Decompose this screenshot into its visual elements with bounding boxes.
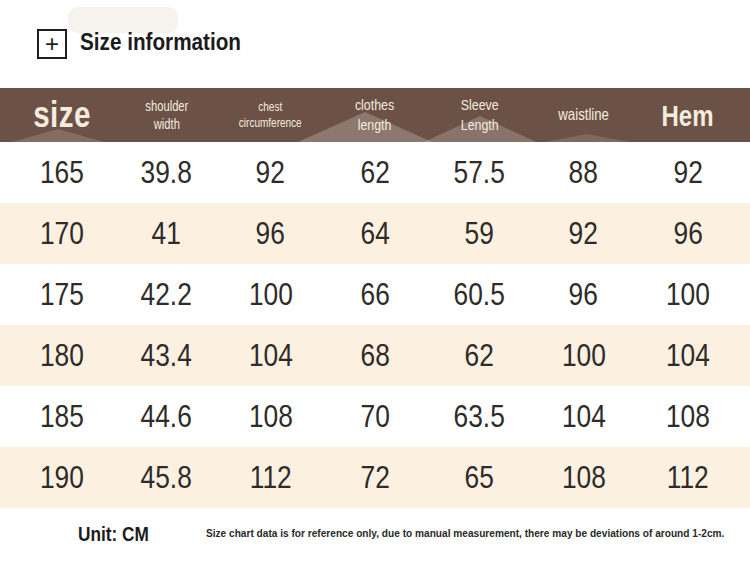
table-header-row: size shoulder width chest circumference … bbox=[0, 88, 750, 142]
table-cell: 100 bbox=[636, 277, 740, 313]
table-cell: 66 bbox=[323, 277, 427, 313]
table-cell: 108 bbox=[636, 399, 740, 435]
page-title: Size information bbox=[80, 29, 241, 56]
title-bar: + Size information bbox=[0, 0, 750, 88]
table-cell: 41 bbox=[114, 216, 218, 252]
column-header-chest-circumference: chest circumference bbox=[219, 88, 323, 142]
column-header-hem: Hem bbox=[636, 88, 740, 142]
table-cell: 100 bbox=[219, 277, 323, 313]
table-cell: 42.2 bbox=[114, 277, 218, 313]
table-cell: 104 bbox=[219, 338, 323, 374]
table-cell: 62 bbox=[323, 155, 427, 191]
table-row: 190 45.8 112 72 65 108 112 bbox=[0, 447, 750, 508]
table-cell: 57.5 bbox=[427, 155, 531, 191]
table-cell: 108 bbox=[531, 460, 635, 496]
table-cell: 96 bbox=[219, 216, 323, 252]
column-header-clothes-length: clothes length bbox=[323, 88, 427, 142]
table-cell: 45.8 bbox=[114, 460, 218, 496]
table-cell: 104 bbox=[636, 338, 740, 374]
table-cell: 100 bbox=[531, 338, 635, 374]
table-cell: 68 bbox=[323, 338, 427, 374]
table-cell: 180 bbox=[10, 338, 114, 374]
table-cell: 62 bbox=[427, 338, 531, 374]
column-header-sleeve-length: Sleeve Length bbox=[427, 88, 531, 142]
table-cell: 64 bbox=[323, 216, 427, 252]
table-cell: 190 bbox=[10, 460, 114, 496]
size-table: size shoulder width chest circumference … bbox=[0, 88, 750, 508]
column-header-shoulder-width: shoulder width bbox=[114, 88, 218, 142]
table-cell: 43.4 bbox=[114, 338, 218, 374]
plus-icon[interactable]: + bbox=[37, 29, 67, 59]
table-cell: 170 bbox=[10, 216, 114, 252]
table-cell: 92 bbox=[636, 155, 740, 191]
table-cell: 39.8 bbox=[114, 155, 218, 191]
table-cell: 96 bbox=[636, 216, 740, 252]
table-cell: 44.6 bbox=[114, 399, 218, 435]
table-cell: 88 bbox=[531, 155, 635, 191]
table-cell: 175 bbox=[10, 277, 114, 313]
table-cell: 108 bbox=[219, 399, 323, 435]
table-cell: 70 bbox=[323, 399, 427, 435]
column-header-waistline: waistline bbox=[531, 88, 635, 142]
table-row: 185 44.6 108 70 63.5 104 108 bbox=[0, 386, 750, 447]
table-row: 165 39.8 92 62 57.5 88 92 bbox=[0, 142, 750, 203]
table-cell: 112 bbox=[636, 460, 740, 496]
table-cell: 165 bbox=[10, 155, 114, 191]
table-row: 170 41 96 64 59 92 96 bbox=[0, 203, 750, 264]
table-cell: 63.5 bbox=[427, 399, 531, 435]
table-cell: 60.5 bbox=[427, 277, 531, 313]
measurement-disclaimer: Size chart data is for reference only, d… bbox=[206, 527, 724, 539]
table-cell: 185 bbox=[10, 399, 114, 435]
table-cell: 112 bbox=[219, 460, 323, 496]
table-cell: 92 bbox=[531, 216, 635, 252]
table-cell: 65 bbox=[427, 460, 531, 496]
unit-label: Unit: CM bbox=[78, 522, 149, 546]
table-cell: 96 bbox=[531, 277, 635, 313]
table-row: 180 43.4 104 68 62 100 104 bbox=[0, 325, 750, 386]
table-cell: 92 bbox=[219, 155, 323, 191]
table-row: 175 42.2 100 66 60.5 96 100 bbox=[0, 264, 750, 325]
table-cell: 59 bbox=[427, 216, 531, 252]
table-cell: 72 bbox=[323, 460, 427, 496]
column-header-size: size bbox=[10, 88, 114, 142]
table-cell: 104 bbox=[531, 399, 635, 435]
